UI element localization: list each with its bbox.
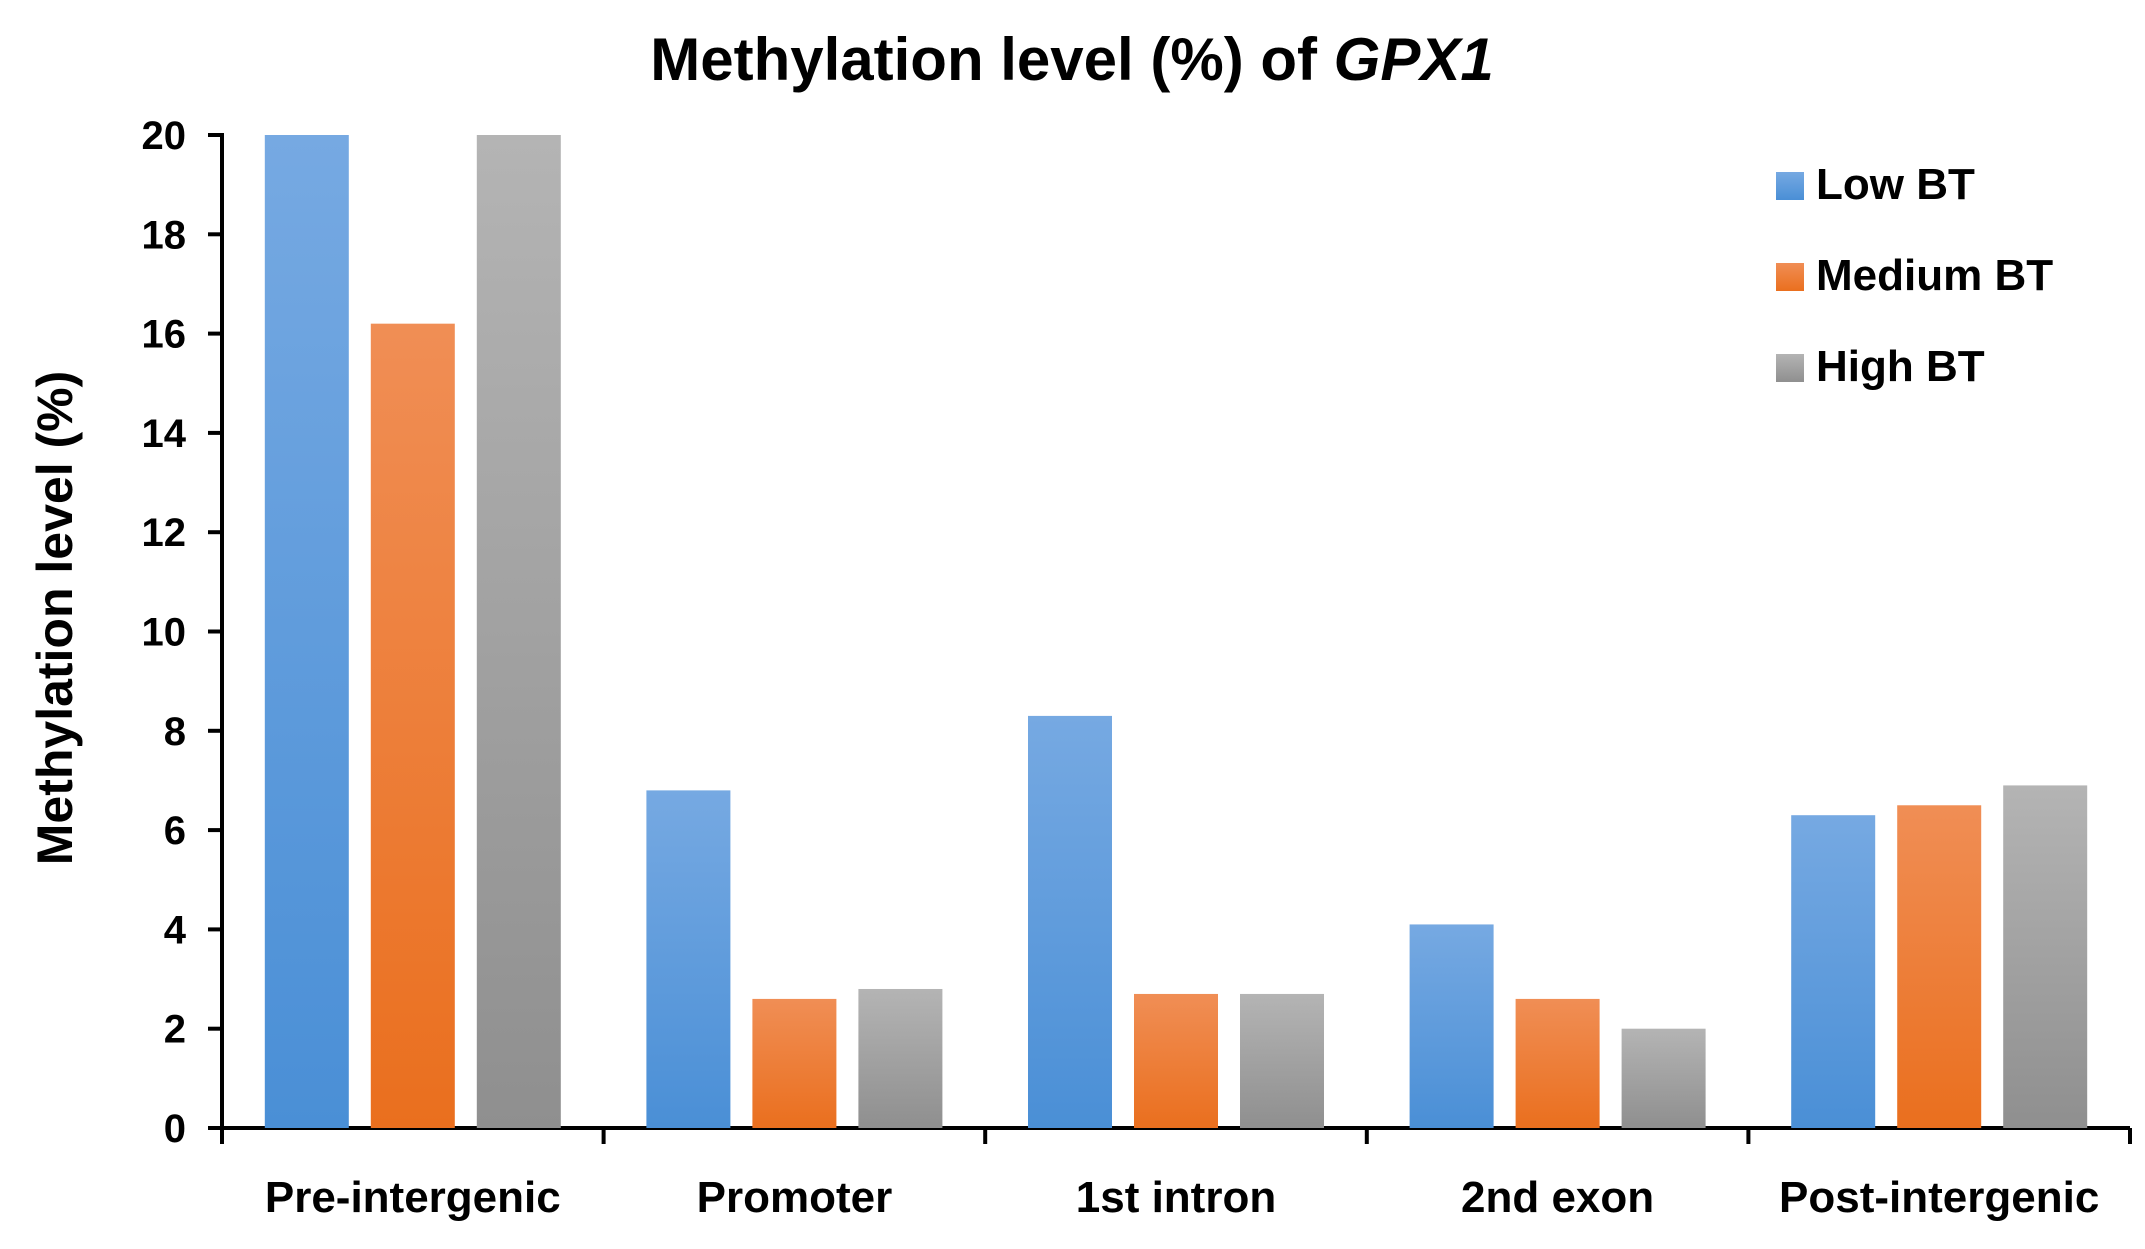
bar-medium-bt (752, 998, 837, 1128)
y-tick-label: 4 (164, 908, 187, 952)
bar-high-bt (1621, 1028, 1706, 1128)
bar-low-bt (646, 790, 731, 1128)
y-tick-label: 2 (164, 1008, 186, 1052)
legend-label: Medium BT (1816, 251, 2053, 300)
legend-swatch (1776, 263, 1804, 291)
bar-medium-bt (1515, 998, 1600, 1128)
y-tick-label: 18 (142, 213, 187, 257)
y-tick-label: 14 (142, 412, 187, 456)
legend-label: High BT (1816, 342, 1985, 391)
y-tick-label: 6 (164, 809, 186, 853)
x-category-label: 2nd exon (1461, 1173, 1654, 1222)
legend: Low BT Medium BT High BT (1776, 160, 2053, 391)
bar-low-bt (264, 135, 349, 1128)
bar-high-bt (1240, 993, 1324, 1128)
bars (264, 135, 2088, 1128)
bar-high-bt (2003, 785, 2088, 1128)
y-tick-label: 16 (142, 313, 187, 357)
legend-swatch (1776, 172, 1804, 200)
x-axis: Pre-intergenic Promoter 1st intron 2nd exon… (220, 1126, 2132, 1222)
y-tick-label: 20 (142, 114, 187, 158)
x-category-label: Promoter (697, 1173, 893, 1222)
bar-medium-bt (1134, 993, 1218, 1128)
legend-swatch (1776, 354, 1804, 382)
x-category-label: Pre-intergenic (265, 1173, 561, 1222)
bar-high-bt (858, 988, 943, 1128)
bar-low-bt (1791, 815, 1876, 1128)
legend-label: Low BT (1816, 160, 1975, 209)
chart-title-gene: GPX1 (1334, 26, 1494, 93)
y-axis-label: Methylation level (%) (27, 371, 83, 866)
bar-medium-bt (370, 323, 455, 1128)
bar-low-bt (1028, 715, 1112, 1128)
y-tick-label: 8 (164, 710, 186, 754)
x-category-label: Post-intergenic (1779, 1173, 2099, 1222)
y-tick-label: 12 (142, 511, 187, 555)
y-axis: 0 2 4 6 8 10 12 14 16 18 20 (142, 114, 224, 1151)
chart-title: Methylation level (%) of GPX1 (650, 26, 1494, 93)
y-tick-label: 10 (142, 611, 187, 655)
bar-low-bt (1409, 924, 1494, 1128)
y-tick-label: 0 (164, 1107, 186, 1151)
x-category-label: 1st intron (1076, 1173, 1276, 1222)
bar-high-bt (476, 135, 561, 1128)
bar-medium-bt (1897, 805, 1982, 1128)
